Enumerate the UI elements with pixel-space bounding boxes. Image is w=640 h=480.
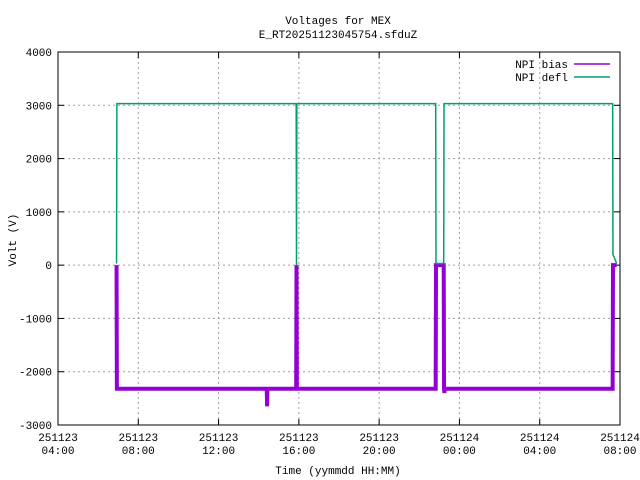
legend-label: NPI defl	[515, 73, 568, 85]
y-tick-label: 3000	[26, 101, 52, 113]
y-axis-label: Volt (V)	[8, 214, 20, 267]
legend-label: NPI bias	[515, 60, 568, 72]
x-tick-label: 251124 00:00	[440, 433, 480, 458]
x-tick-label: 251123 16:00	[279, 433, 319, 458]
x-tick-label: 251124 04:00	[520, 433, 560, 458]
x-tick-label: 251123 08:00	[118, 433, 158, 458]
plot-frame	[57, 51, 621, 426]
x-tick-label: 251123 20:00	[359, 433, 399, 458]
y-tick-label: 1000	[26, 208, 52, 220]
x-tick-label: 251124 08:00	[600, 433, 640, 458]
y-tick-label: 0	[45, 261, 52, 273]
data-line	[115, 102, 618, 266]
y-tick-label: -1000	[19, 314, 52, 326]
x-tick-label: 251123 04:00	[38, 433, 78, 458]
y-tick-label: 4000	[26, 48, 52, 60]
chart-subtitle: E_RT20251123045754.sfduZ	[259, 30, 418, 42]
y-tick-label: -3000	[19, 421, 52, 433]
data-line	[114, 263, 617, 407]
y-tick-label: 2000	[26, 155, 52, 167]
chart-title: Voltages for MEX	[285, 16, 391, 28]
x-tick-label: 251123 12:00	[199, 433, 239, 458]
x-axis-label: Time (yymmdd HH:MM)	[275, 466, 400, 478]
y-tick-label: -2000	[19, 368, 52, 380]
